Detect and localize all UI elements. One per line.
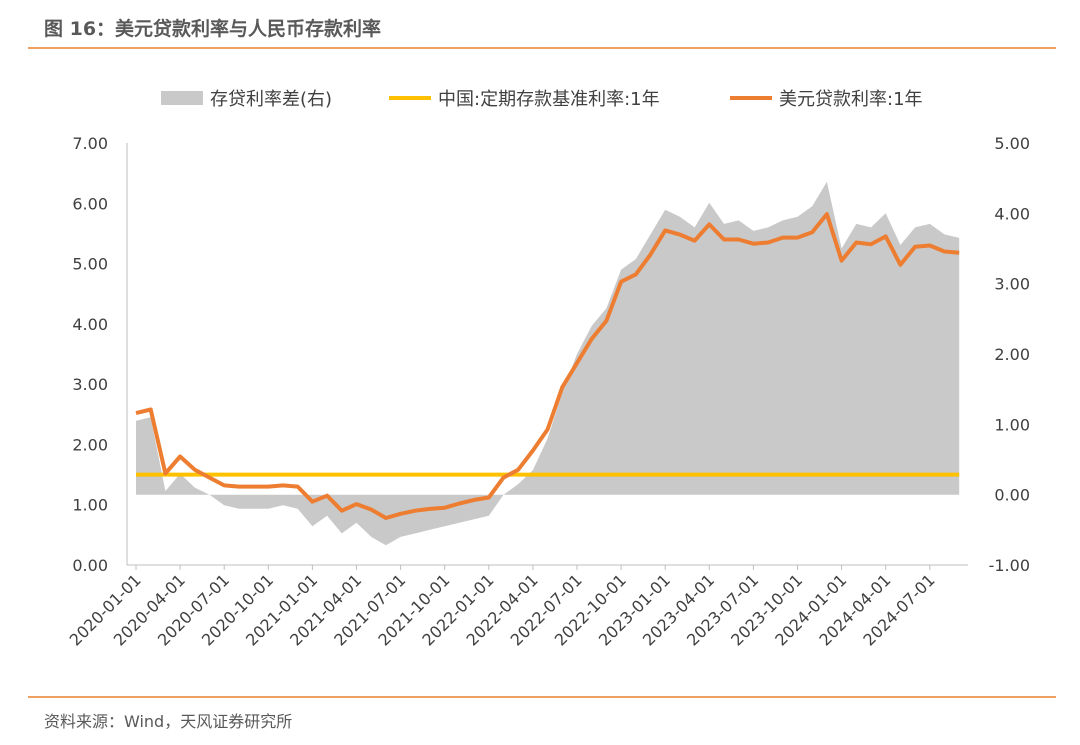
y-left-tick-label: 0.00	[72, 556, 108, 575]
legend-label-usd-loan: 美元贷款利率:1年	[779, 89, 923, 110]
y-right-tick-label: -1.00	[989, 556, 1030, 575]
legend: 存贷利率差(右) 中国:定期存款基准利率:1年 美元贷款利率:1年	[161, 89, 923, 110]
y-left-tick-label: 5.00	[72, 255, 108, 274]
legend-label-cny-deposit: 中国:定期存款基准利率:1年	[438, 89, 660, 110]
y-right-tick-label: 4.00	[994, 204, 1030, 223]
y-left-tick-label: 2.00	[72, 435, 108, 454]
y-left-tick-label: 6.00	[72, 194, 108, 213]
y-right-tick-label: 3.00	[994, 275, 1030, 294]
source-note: 资料来源：Wind，天风证券研究所	[44, 712, 293, 731]
chart: 存贷利率差(右) 中国:定期存款基准利率:1年 美元贷款利率:1年 0.00 1.…	[66, 89, 1030, 650]
y-right-tick-label: 2.00	[994, 345, 1030, 364]
plot-area	[135, 181, 960, 546]
legend-swatch-spread	[161, 91, 203, 105]
spread-area	[136, 181, 960, 546]
y-left-tick-label: 4.00	[72, 315, 108, 334]
footer-rule	[28, 696, 1056, 698]
y-left-tick-label: 7.00	[72, 134, 108, 153]
figure-title: 图 16：美元贷款利率与人民币存款利率	[44, 18, 382, 40]
y-left-tick-label: 3.00	[72, 375, 108, 394]
y-left-tick-label: 1.00	[72, 496, 108, 515]
axes	[126, 143, 968, 566]
y-right-tick-label: 5.00	[994, 134, 1030, 153]
y-right-tick-label: 0.00	[994, 486, 1030, 505]
header-rule	[28, 47, 1056, 49]
legend-label-spread: 存贷利率差(右)	[210, 89, 332, 110]
x-tick-labels: 2020-01-012020-04-012020-07-012020-10-01…	[66, 565, 939, 650]
y-left-tick-labels: 0.00 1.00 2.00 3.00 4.00 5.00 6.00 7.00	[72, 134, 108, 575]
y-right-tick-label: 1.00	[994, 415, 1030, 434]
y-right-tick-labels: -1.00 0.00 1.00 2.00 3.00 4.00 5.00	[989, 134, 1030, 575]
usd-loan-line	[135, 212, 960, 520]
